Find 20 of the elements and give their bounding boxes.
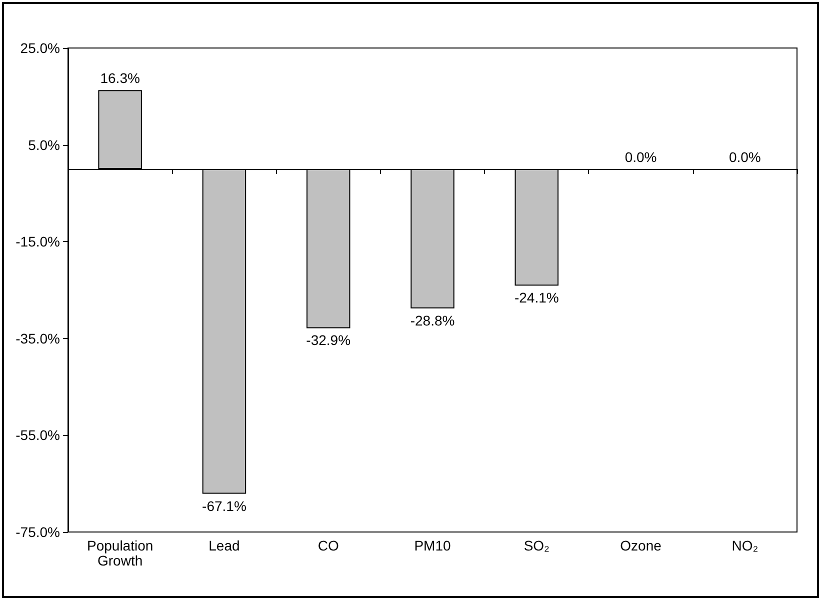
x-tick-label: Population Growth [86, 538, 154, 568]
y-tick-label: 25.0% [20, 40, 60, 56]
y-tick-label: -15.0% [16, 234, 60, 250]
x-tick-label: SO₂ [524, 538, 550, 554]
x-tick-label: Ozone [620, 538, 662, 554]
data-label: -24.1% [514, 290, 559, 306]
x-tick-label: NO₂ [732, 538, 758, 554]
data-label: 0.0% [728, 149, 761, 165]
y-tick-label: -35.0% [16, 330, 60, 346]
data-label: -28.8% [410, 312, 455, 328]
data-label: -32.9% [306, 332, 351, 348]
x-tick-label: Lead [208, 538, 240, 554]
x-tick-label: CO [318, 538, 339, 554]
y-tick-label: 5.0% [28, 136, 60, 153]
data-label: 16.3% [100, 70, 140, 86]
y-tick-label: -55.0% [16, 427, 60, 444]
x-tick-label: PM10 [414, 538, 451, 554]
y-tick-label: -75.0% [16, 524, 60, 540]
data-label: -67.1% [202, 498, 246, 514]
data-label: 0.0% [624, 149, 657, 165]
